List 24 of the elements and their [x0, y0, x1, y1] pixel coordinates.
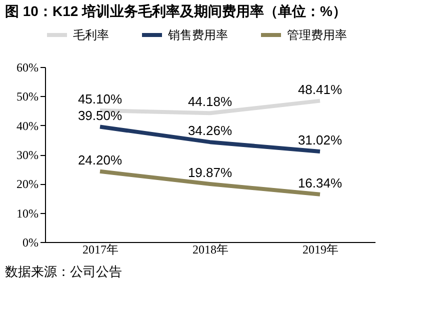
- data-label: 39.50%: [78, 108, 122, 123]
- y-tick-label: 10%: [16, 206, 38, 220]
- data-label: 16.34%: [298, 175, 342, 190]
- data-label: 44.18%: [188, 94, 232, 110]
- data-label: 45.10%: [78, 91, 122, 106]
- x-tick-label: 2017年: [82, 242, 118, 256]
- y-tick-label: 60%: [16, 60, 38, 74]
- source-note: 数据来源：公司公告: [5, 265, 122, 280]
- x-tick-label: 2018年: [192, 242, 228, 256]
- y-tick-label: 30%: [16, 148, 38, 162]
- y-tick-label: 50%: [16, 90, 38, 104]
- y-tick-label: 0%: [22, 236, 38, 250]
- x-tick-label: 2019年: [302, 242, 338, 256]
- legend-label: 毛利率: [73, 28, 109, 42]
- data-label: 19.87%: [188, 165, 232, 180]
- data-label: 48.41%: [298, 82, 342, 97]
- y-tick-label: 20%: [16, 177, 38, 192]
- data-label: 34.26%: [188, 123, 232, 138]
- y-tick-label: 40%: [16, 118, 38, 133]
- data-label: 24.20%: [78, 152, 122, 168]
- data-label: 31.02%: [298, 132, 342, 148]
- legend-label: 管理费用率: [287, 28, 347, 42]
- chart-title: 图 10：K12 培训业务毛利率及期间费用率（单位：%）: [5, 3, 346, 19]
- legend-label: 销售费用率: [167, 28, 228, 42]
